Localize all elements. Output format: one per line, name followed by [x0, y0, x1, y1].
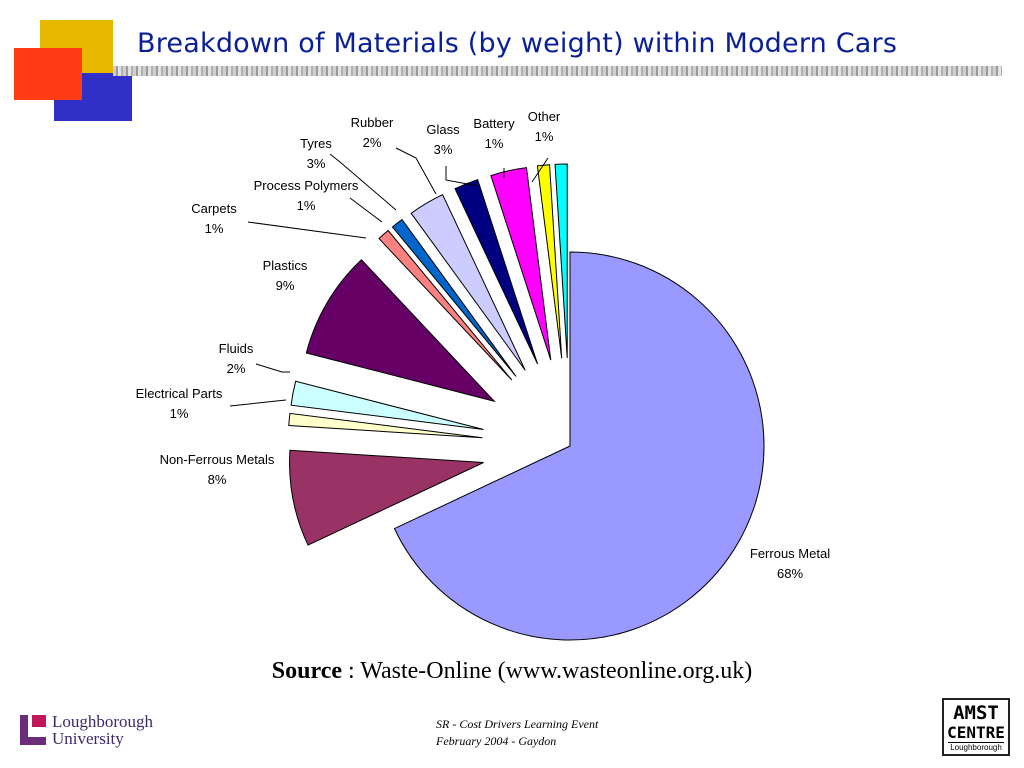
pie-labels: Ferrous Metal 68% Non-Ferrous Metals 8% Elec…: [136, 109, 831, 581]
pie-slice-plastics: [305, 259, 496, 403]
slice-percent-carpets: 1%: [205, 221, 224, 236]
leader-line-other: [531, 157, 549, 183]
amst-logo-line2: CENTRE: [947, 723, 1005, 742]
leader-line-electrical-parts: [229, 399, 287, 407]
footer-line1: SR - Cost Drivers Learning Event: [436, 717, 599, 731]
university-name-line1: Loughborough: [52, 712, 154, 731]
loughborough-university-logo: Loughborough University: [20, 713, 170, 751]
slice-label-tyres: Tyres: [300, 136, 332, 151]
slice-label-ferrous-metal: Ferrous Metal: [750, 546, 830, 561]
amst-logo-line1: AMST: [953, 702, 999, 724]
slice-label-carpets: Carpets: [191, 201, 237, 216]
amst-logo-line3: Loughborough: [948, 742, 1004, 753]
slice-label-glass: Glass: [426, 122, 460, 137]
source-citation: Source : Waste-Online (www.wasteonline.o…: [0, 658, 1024, 685]
slice-label-non-ferrous-metals: Non-Ferrous Metals: [160, 452, 275, 467]
slice-label-fluids: Fluids: [219, 341, 254, 356]
slice-label-plastics: Plastics: [263, 258, 308, 273]
pie-slice-process-polymers: [391, 218, 517, 377]
slice-percent-ferrous-metal: 68%: [777, 566, 803, 581]
slice-percent-battery: 1%: [485, 136, 504, 151]
slice-percent-electrical-parts: 1%: [170, 406, 189, 421]
slice-label-rubber: Rubber: [351, 115, 394, 130]
footer-line2: February 2004 - Gaydon: [436, 734, 557, 748]
decor-square-red: [14, 48, 82, 100]
pie-slices: [288, 163, 765, 641]
leader-line-rubber: [395, 147, 437, 195]
source-text: : Waste-Online (www.wasteonline.org.uk): [342, 658, 753, 684]
university-crest-icon: [20, 715, 46, 745]
pie-slice-fluids: [290, 380, 484, 431]
slice-percent-plastics: 9%: [276, 278, 295, 293]
slide-footer: SR - Cost Drivers Learning Event Februar…: [436, 716, 598, 750]
source-label: Source: [271, 658, 342, 684]
slice-label-battery: Battery: [473, 116, 515, 131]
slice-percent-rubber: 2%: [363, 135, 382, 150]
pie-slice-ferrous-metal: [393, 251, 765, 641]
slice-percent-process-polymers: 1%: [297, 198, 316, 213]
pie-slice-non-ferrous-metals: [289, 449, 484, 546]
slice-percent-glass: 3%: [434, 142, 453, 157]
leader-line-carpets: [247, 221, 367, 239]
pie-leader-lines: [229, 147, 549, 407]
slice-percent-tyres: 3%: [307, 156, 326, 171]
slice-percent-non-ferrous-metals: 8%: [208, 472, 227, 487]
amst-centre-logo: AMST CENTRE Loughborough: [942, 698, 1010, 756]
pie-slice-electrical-parts: [288, 412, 483, 439]
pie-slice-tyres: [410, 194, 526, 371]
university-name-line2: University: [52, 729, 124, 748]
slice-percent-other: 1%: [535, 129, 554, 144]
leader-line-fluids: [255, 363, 290, 373]
leader-line-glass: [445, 166, 479, 187]
slide-title: Breakdown of Materials (by weight) withi…: [137, 28, 898, 59]
pie-slice-glass: [490, 167, 552, 361]
slice-label-electrical-parts: Electrical Parts: [136, 386, 223, 401]
slice-label-process-polymers: Process Polymers: [254, 178, 359, 193]
slice-percent-fluids: 2%: [227, 361, 246, 376]
pie-slice-other: [554, 163, 568, 359]
title-underline-bar: [113, 66, 1002, 76]
slice-label-other: Other: [528, 109, 561, 124]
leader-line-tyres: [329, 153, 397, 211]
pie-slice-carpets: [378, 229, 513, 381]
leader-line-process-polymers: [349, 197, 383, 223]
